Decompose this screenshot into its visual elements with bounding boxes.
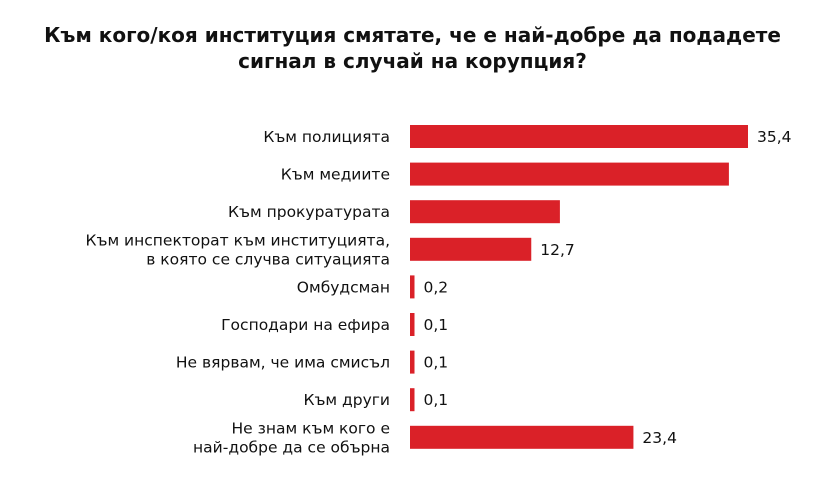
category-label-3-line-0: Към инспекторат към институцията, bbox=[85, 231, 390, 249]
category-label-3-line-1: в която се случва ситуацията bbox=[146, 250, 390, 268]
category-label-5: Господари на ефира bbox=[221, 316, 390, 334]
value-label-7: 0,1 bbox=[424, 391, 449, 409]
bar-0 bbox=[410, 125, 748, 148]
value-label-3: 12,7 bbox=[540, 241, 575, 259]
category-label-4: Омбудсман bbox=[297, 278, 390, 296]
category-label-1: Към медиите bbox=[281, 166, 390, 184]
value-label-5: 0,1 bbox=[424, 316, 449, 334]
category-label-0-line-0: Към полицията bbox=[263, 128, 390, 146]
bar-6 bbox=[410, 350, 415, 374]
category-label-2-line-0: Към прокуратурата bbox=[228, 203, 390, 221]
value-label-0: 35,4 bbox=[757, 128, 792, 146]
category-label-6: Не вярвам, че има смисъл bbox=[176, 354, 390, 372]
category-label-8-line-0: Не знам към кого е bbox=[232, 419, 390, 437]
category-label-4-line-0: Омбудсман bbox=[297, 278, 390, 296]
category-label-2: Към прокуратурата bbox=[228, 203, 390, 221]
category-label-5-line-0: Господари на ефира bbox=[221, 316, 390, 334]
category-label-7-line-0: Към други bbox=[303, 391, 390, 409]
category-label-1-line-0: Към медиите bbox=[281, 166, 390, 184]
chart-title: Към кого/коя институция смятате, че е на… bbox=[0, 22, 825, 74]
bar-1 bbox=[410, 162, 729, 186]
chart-title-line-1: Към кого/коя институция смятате, че е на… bbox=[44, 23, 781, 47]
bar-3 bbox=[410, 237, 532, 261]
chart-title-line-2: сигнал в случай на корупция? bbox=[238, 49, 587, 73]
bar-8 bbox=[410, 425, 634, 449]
category-label-3: Към инспекторат към институцията, в която… bbox=[85, 231, 390, 268]
category-label-0: Към полицията bbox=[263, 128, 390, 146]
bar-5 bbox=[410, 313, 415, 336]
bar-2 bbox=[410, 200, 560, 224]
bar-4 bbox=[410, 275, 415, 299]
category-label-8: Не знам към кого е най-добре да се обърна bbox=[193, 419, 390, 456]
category-label-8-line-1: най-добре да се обърна bbox=[193, 438, 390, 456]
bar-7 bbox=[410, 388, 415, 412]
value-label-4: 0,2 bbox=[424, 278, 449, 296]
category-label-6-line-0: Не вярвам, че има смисъл bbox=[176, 354, 390, 372]
category-label-7: Към други bbox=[303, 391, 390, 409]
value-label-8: 23,4 bbox=[642, 429, 677, 447]
value-label-6: 0,1 bbox=[424, 354, 449, 372]
